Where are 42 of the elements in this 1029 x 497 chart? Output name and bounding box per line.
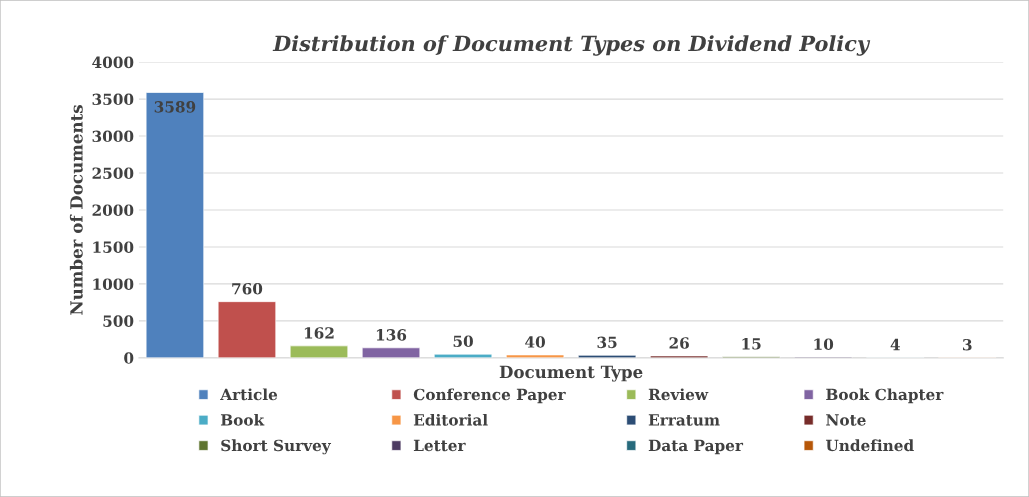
y-tick-label: 500 — [103, 315, 134, 327]
chart-title: Distribution of Document Types on Dividend Policy — [272, 35, 871, 56]
data-label: 3 — [963, 338, 972, 351]
legend-label: Erratum — [648, 414, 720, 426]
y-tick-label: 0 — [124, 352, 134, 364]
data-label: 136 — [376, 329, 407, 341]
legend-label: Review — [648, 388, 709, 401]
data-label: 15 — [742, 338, 761, 350]
y-axis-title: Number of Documents — [69, 105, 83, 315]
legend-label: Data Paper — [648, 439, 744, 455]
bar — [289, 345, 349, 358]
bar — [145, 92, 205, 358]
data-label: 760 — [232, 282, 263, 295]
legend-label: Book Chapter — [826, 388, 944, 404]
legend-label: Undefined — [825, 439, 914, 452]
data-label: 26 — [669, 337, 689, 349]
legend-label: Note — [826, 414, 866, 426]
legend-label: Letter — [413, 439, 466, 452]
data-label: 10 — [814, 338, 834, 350]
data-label: 35 — [597, 336, 617, 349]
y-tick-label: 1500 — [93, 241, 134, 253]
bar — [217, 301, 277, 358]
data-label: 4 — [890, 338, 900, 351]
y-tick-label: 1000 — [93, 278, 134, 290]
y-tick-label: 2500 — [92, 167, 134, 180]
legend-label: Conference Paper — [413, 388, 566, 404]
y-tick-label: 3000 — [92, 130, 134, 143]
legend-label: Editorial — [413, 413, 488, 426]
y-tick-label: 4000 — [92, 56, 134, 69]
bar — [361, 347, 421, 358]
legend-label: Article — [220, 388, 278, 401]
legend-label: Short Survey — [221, 439, 332, 455]
bar — [505, 354, 565, 358]
data-label: 40 — [525, 336, 545, 348]
y-tick-label: 2000 — [92, 204, 134, 216]
bar — [433, 353, 493, 358]
data-label: 3589 — [154, 101, 196, 113]
data-label: 50 — [453, 335, 473, 348]
x-axis-title: Document Type — [499, 365, 643, 382]
data-label: 162 — [304, 327, 334, 339]
y-tick-label: 3500 — [92, 93, 134, 106]
legend-label: Book — [220, 413, 265, 426]
